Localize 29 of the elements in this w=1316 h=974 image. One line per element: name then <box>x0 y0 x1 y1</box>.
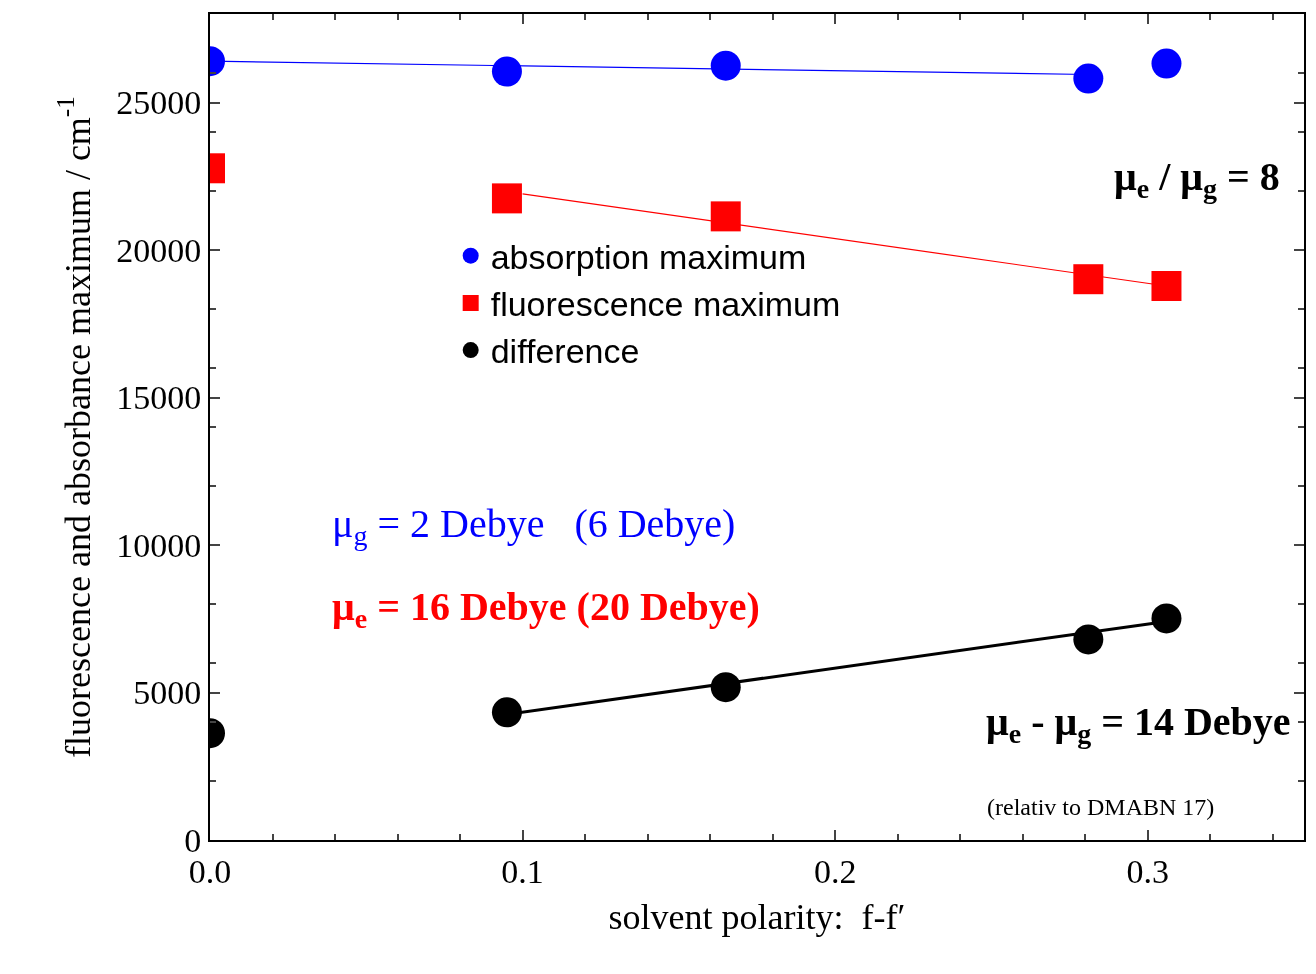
legend-label: fluorescence maximum <box>490 285 841 324</box>
y-tick-label: 25000 <box>116 84 202 122</box>
annotation: μ$_{g}$ = 2 Debye (6 Debye) <box>332 501 736 552</box>
annotation: (relativ to DMABN 17) <box>987 794 1215 820</box>
point <box>1073 624 1104 655</box>
point <box>491 697 522 728</box>
point <box>710 672 741 703</box>
y-tick-label: 10000 <box>116 526 202 564</box>
x-axis-title: solvent polarity: f-f′ <box>608 897 906 937</box>
annotation: μ$_{e}$ = 16 Debye (20 Debye) <box>332 584 760 635</box>
point <box>1073 264 1104 295</box>
annotation: μ$_{e}$ / μ$_{g}$ = 8 <box>1114 154 1280 205</box>
point <box>491 183 522 214</box>
y-tick-label: 15000 <box>116 379 202 417</box>
y-tick-label: 20000 <box>116 231 202 269</box>
legend-label: absorption maximum <box>490 237 807 276</box>
point <box>1151 270 1182 301</box>
x-tick-label: 0.1 <box>501 852 544 890</box>
point <box>491 56 522 87</box>
x-tick-label: 0.2 <box>813 852 857 890</box>
point <box>710 50 741 81</box>
legend-label: difference <box>490 332 640 371</box>
x-tick-label: 0.3 <box>1126 852 1169 890</box>
point <box>1073 63 1104 94</box>
y-tick-label: 5000 <box>133 674 202 712</box>
point <box>710 201 741 232</box>
point <box>1151 48 1182 79</box>
annotation: μ$_{e}$ - μ$_{g}$ = 14 Debye <box>986 699 1291 750</box>
point <box>1151 603 1182 634</box>
